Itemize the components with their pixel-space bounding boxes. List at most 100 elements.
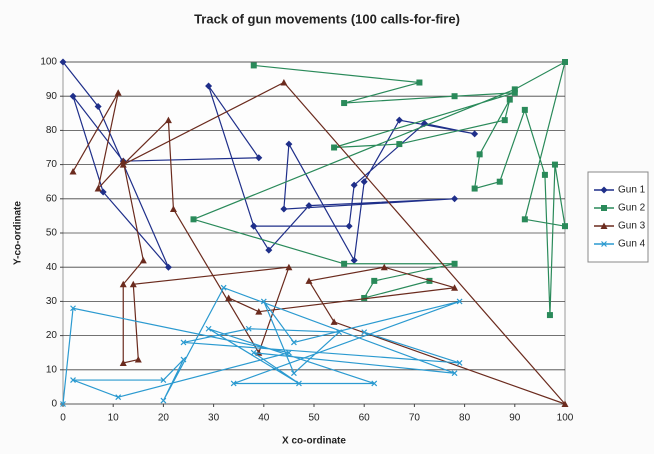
data-point xyxy=(69,92,77,100)
data-point xyxy=(345,222,353,230)
data-point xyxy=(451,284,459,291)
data-point xyxy=(361,294,368,301)
data-point xyxy=(169,205,177,213)
y-tick-label: 30 xyxy=(46,296,58,307)
y-tick-label: 0 xyxy=(51,399,57,410)
data-point xyxy=(164,263,172,271)
legend-marker xyxy=(601,205,607,211)
legend-label: Gun 3 xyxy=(618,221,646,232)
legend-label: Gun 1 xyxy=(618,185,646,196)
y-tick-label: 20 xyxy=(46,330,58,341)
data-point xyxy=(451,93,458,100)
data-point xyxy=(94,185,102,192)
y-tick-label: 50 xyxy=(46,228,58,239)
data-point xyxy=(260,298,267,305)
data-point xyxy=(546,312,553,319)
data-point xyxy=(280,205,288,213)
chart-title: Track of gun movements (100 calls-for-fi… xyxy=(194,11,460,26)
legend-marker xyxy=(601,241,607,247)
data-point xyxy=(511,89,518,96)
data-point xyxy=(180,356,187,363)
data-point xyxy=(501,117,508,124)
data-point xyxy=(305,202,313,210)
data-point xyxy=(561,400,569,407)
data-point xyxy=(94,102,102,110)
data-point xyxy=(250,349,257,356)
x-tick-label: 0 xyxy=(60,413,66,424)
series-line xyxy=(72,81,567,406)
y-tick-label: 10 xyxy=(46,364,58,375)
data-point xyxy=(395,116,403,124)
data-point xyxy=(471,130,479,138)
data-point xyxy=(496,178,503,185)
data-point xyxy=(562,59,568,65)
data-point xyxy=(250,62,257,69)
data-point xyxy=(541,171,548,178)
data-point xyxy=(70,305,76,312)
data-point xyxy=(371,277,378,284)
x-tick-label: 90 xyxy=(509,413,521,424)
y-tick-label: 40 xyxy=(46,262,58,273)
data-point xyxy=(205,325,212,332)
data-point xyxy=(331,144,338,151)
y-tick-label: 80 xyxy=(46,125,58,136)
data-point xyxy=(280,79,288,86)
data-point xyxy=(471,185,478,192)
data-point xyxy=(230,380,237,387)
data-point xyxy=(285,140,293,148)
x-tick-label: 70 xyxy=(409,413,421,424)
data-point xyxy=(451,260,458,267)
data-point xyxy=(250,222,258,230)
x-tick-label: 80 xyxy=(459,413,471,424)
data-point xyxy=(456,360,463,366)
data-point xyxy=(255,154,263,162)
data-point xyxy=(60,401,66,407)
legend-marker xyxy=(600,222,608,229)
data-point xyxy=(255,349,263,356)
data-point xyxy=(255,308,263,315)
x-axis-label: X co-ordinate xyxy=(282,436,346,447)
x-tick-label: 100 xyxy=(557,413,574,424)
legend-marker xyxy=(600,186,608,194)
data-point xyxy=(59,58,67,66)
data-point xyxy=(341,100,348,107)
data-point xyxy=(476,151,483,158)
x-tick-label: 20 xyxy=(158,413,170,424)
data-point xyxy=(114,89,122,96)
data-point xyxy=(285,349,292,356)
data-point xyxy=(119,157,127,165)
data-point xyxy=(341,260,348,267)
data-point xyxy=(160,377,167,383)
data-point xyxy=(330,318,338,325)
data-point xyxy=(119,359,127,366)
data-point xyxy=(245,325,252,332)
legend xyxy=(587,171,649,263)
series-line xyxy=(62,286,460,405)
y-tick-label: 60 xyxy=(46,193,58,204)
data-point xyxy=(521,106,528,113)
legend-label: Gun 2 xyxy=(618,203,646,214)
data-point xyxy=(129,280,137,288)
data-point xyxy=(290,339,297,346)
data-point xyxy=(305,277,313,284)
data-point xyxy=(290,370,297,377)
x-tick-label: 40 xyxy=(258,413,270,424)
series-line xyxy=(191,60,566,316)
data-point xyxy=(115,394,122,401)
data-point xyxy=(285,263,293,271)
x-tick-label: 60 xyxy=(359,413,371,424)
legend-label: Gun 4 xyxy=(618,239,646,250)
data-point xyxy=(451,370,458,377)
data-point xyxy=(336,329,343,336)
data-point xyxy=(361,329,368,336)
data-point xyxy=(451,195,459,203)
data-point xyxy=(220,284,227,291)
data-point xyxy=(160,397,167,404)
data-point xyxy=(506,96,513,103)
data-point xyxy=(350,181,358,189)
data-point xyxy=(296,380,302,387)
data-point xyxy=(225,294,233,301)
data-point xyxy=(456,298,463,305)
y-axis-label: Y-co-ordinate xyxy=(13,201,24,265)
